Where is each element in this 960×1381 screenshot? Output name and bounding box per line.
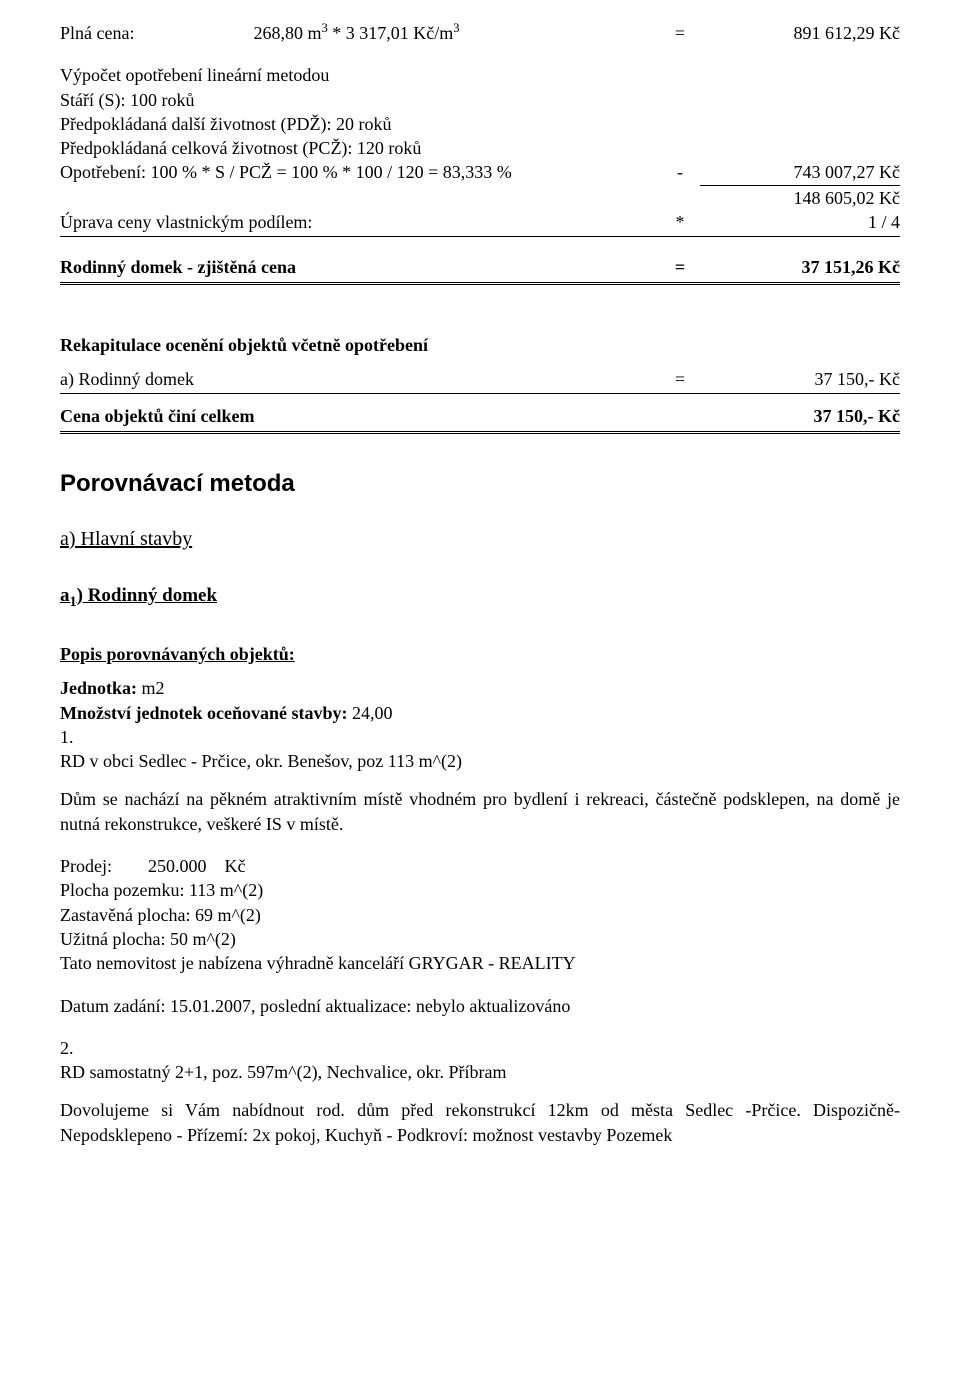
zjistena-label: Rodinný domek - zjištěná cena	[60, 255, 660, 279]
porov-heading: Porovnávací metoda	[60, 468, 900, 500]
item2-num: 2.	[60, 1036, 900, 1060]
item2-title: RD samostatný 2+1, poz. 597m^(2), Nechva…	[60, 1060, 900, 1084]
expr-plna-cena-1: 268,80 m	[253, 23, 321, 43]
item1-prodej: Prodej: 250.000 Kč	[60, 854, 900, 878]
jednotka: Jednotka: m2	[60, 676, 900, 700]
item1-zast: Zastavěná plocha: 69 m^(2)	[60, 903, 900, 927]
cena-celkem-value: 37 150,- Kč	[700, 404, 900, 428]
item2-desc: Dovolujeme si Vám nabídnout rod. dům pře…	[60, 1098, 900, 1147]
row-zjistena: Rodinný domek - zjištěná cena = 37 151,2…	[60, 255, 900, 284]
expr-plna-cena-2: * 3 317,01 Kč/m	[328, 23, 454, 43]
item1-desc: Dům se nachází na pěkném atraktivním mís…	[60, 787, 900, 836]
label-plna-cena: Plná cena:	[60, 23, 134, 43]
sup2: 3	[453, 21, 459, 35]
popis-title: Popis porovnávaných objektů:	[60, 642, 900, 666]
rekap-a-eq: =	[660, 367, 700, 391]
item1-title: RD v obci Sedlec - Prčice, okr. Benešov,…	[60, 749, 900, 773]
row-plna-cena: Plná cena: 268,80 m3 * 3 317,01 Kč/m3 = …	[60, 20, 900, 45]
hlavni-stavby: a) Hlavní stavby	[60, 526, 900, 553]
item1-plocha-poz: Plocha pozemku: 113 m^(2)	[60, 878, 900, 902]
row-opotrebeni: Opotřebení: 100 % * S / PCŽ = 100 % * 10…	[60, 160, 900, 185]
uprava-value-bottom: 1 / 4	[700, 210, 900, 234]
uprava-label: Úprava ceny vlastnickým podílem:	[60, 210, 660, 234]
rekap-a-label: a) Rodinný domek	[60, 367, 660, 391]
plna-cena-left: Plná cena: 268,80 m3 * 3 317,01 Kč/m3	[60, 20, 660, 45]
opo-sign: -	[660, 160, 700, 184]
opo-label: Opotřebení: 100 % * S / PCŽ = 100 % * 10…	[60, 160, 660, 184]
cena-celkem-label: Cena objektů činí celkem	[60, 404, 660, 428]
mnozstvi: Množství jednotek oceňované stavby: 24,0…	[60, 701, 900, 725]
zjistena-value: 37 151,26 Kč	[700, 255, 900, 279]
value-plna-cena: 891 612,29 Kč	[700, 21, 900, 45]
item1-uzit: Užitná plocha: 50 m^(2)	[60, 927, 900, 951]
stari: Stáří (S): 100 roků	[60, 88, 900, 112]
opo-value: 743 007,27 Kč	[700, 160, 900, 185]
row-cena-celkem: Cena objektů činí celkem 37 150,- Kč	[60, 404, 900, 433]
uprava-value-top: 148 605,02 Kč	[700, 186, 900, 210]
a1-title: a1) Rodinný domek	[60, 583, 900, 612]
item1-num: 1.	[60, 725, 900, 749]
rekap-title: Rekapitulace ocenění objektů včetně opot…	[60, 333, 900, 357]
eq-plna-cena: =	[660, 21, 700, 45]
row-uprava: Úprava ceny vlastnickým podílem: * 1 / 4	[60, 210, 900, 237]
row-uprava-top: 148 605,02 Kč	[60, 186, 900, 210]
item1-nab: Tato nemovitost je nabízena výhradně kan…	[60, 951, 900, 975]
rekap-a-value: 37 150,- Kč	[700, 367, 900, 391]
pcz: Předpokládaná celková životnost (PCŽ): 1…	[60, 136, 900, 160]
row-rekap-a: a) Rodinný domek = 37 150,- Kč	[60, 367, 900, 394]
item1-datum: Datum zadání: 15.01.2007, poslední aktua…	[60, 994, 900, 1018]
vypocet-title: Výpočet opotřebení lineární metodou	[60, 63, 900, 87]
uprava-sign: *	[660, 210, 700, 234]
pdz: Předpokládaná další životnost (PDŽ): 20 …	[60, 112, 900, 136]
zjistena-eq: =	[660, 255, 700, 279]
